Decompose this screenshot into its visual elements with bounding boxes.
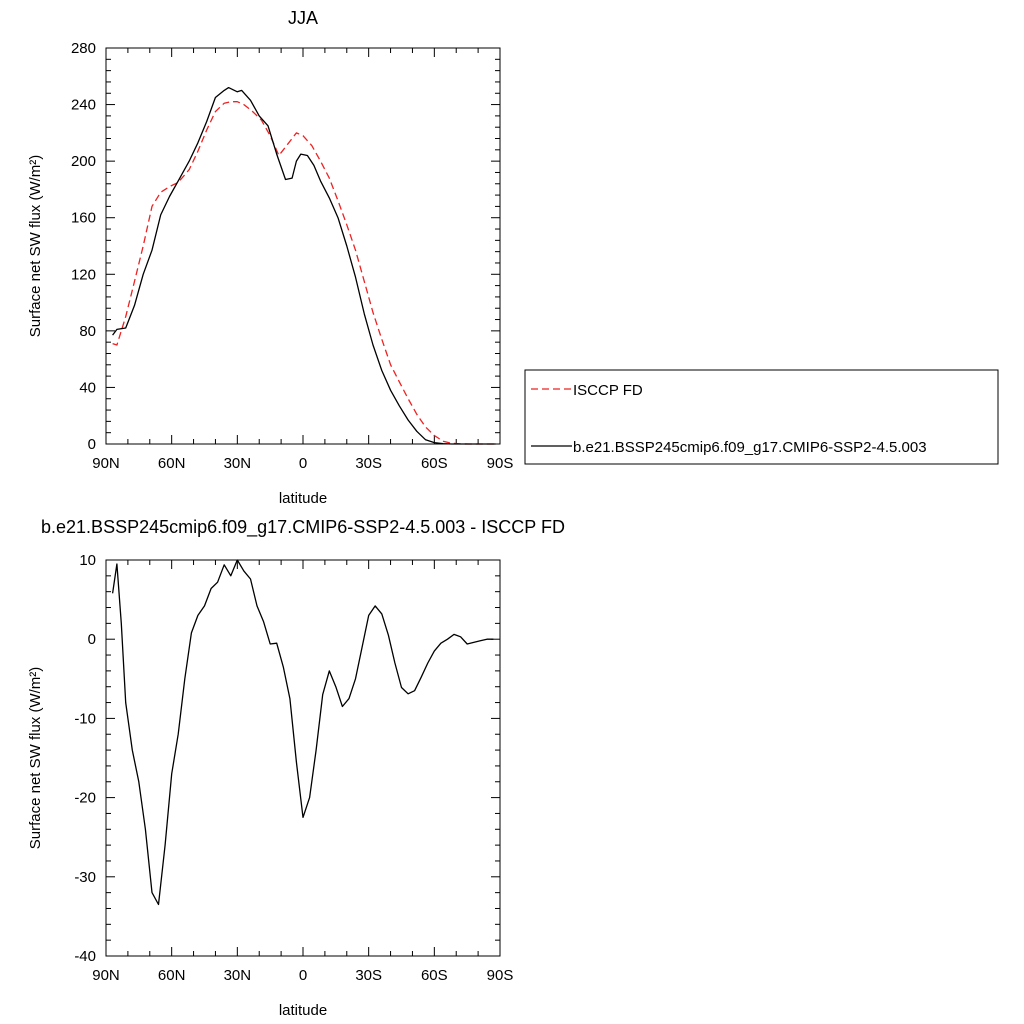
bottom-series-line-0	[111, 559, 494, 906]
top-ytick-label: 40	[79, 379, 96, 396]
top-ytick-label: 200	[71, 153, 96, 170]
bottom-xtick-label: 90N	[92, 967, 120, 984]
bottom-chart-title: b.e21.BSSP245cmip6.f09_g17.CMIP6-SSP2-4.…	[41, 517, 565, 538]
legend-label-isccp: ISCCP FD	[573, 382, 643, 399]
top-ytick-label: 160	[71, 210, 96, 227]
bottom-xtick-label: 60S	[421, 967, 448, 984]
bottom-ytick-label: 0	[88, 631, 96, 648]
bottom-xtick-label: 30N	[224, 967, 252, 984]
top-x-axis-label: latitude	[279, 490, 327, 507]
top-xtick-label: 60N	[158, 455, 186, 472]
top-ytick-label: 280	[71, 40, 96, 57]
bottom-xtick-label: 60N	[158, 967, 186, 984]
top-xtick-label: 30N	[224, 455, 252, 472]
top-xtick-label: 90S	[487, 455, 514, 472]
bottom-ytick-label: -30	[74, 869, 96, 886]
top-ytick-label: 240	[71, 97, 96, 114]
top-plot-frame	[105, 47, 501, 445]
top-ytick-label: 80	[79, 323, 96, 340]
top-ytick-label: 0	[88, 436, 96, 453]
bottom-plot-frame	[105, 559, 501, 957]
bottom-y-axis-label: Surface net SW flux (W/m²)	[27, 667, 44, 850]
legend-label-model: b.e21.BSSP245cmip6.f09_g17.CMIP6-SSP2-4.…	[573, 439, 927, 456]
bottom-ytick-label: -10	[74, 710, 96, 727]
bottom-panel: b.e21.BSSP245cmip6.f09_g17.CMIP6-SSP2-4.…	[27, 517, 565, 1019]
bottom-x-axis-label: latitude	[279, 1002, 327, 1019]
top-chart-title: JJA	[288, 8, 318, 28]
top-xtick-label: 90N	[92, 455, 120, 472]
bottom-ytick-label: 10	[79, 552, 96, 569]
top-ytick-label: 120	[71, 266, 96, 283]
top-xtick-label: 60S	[421, 455, 448, 472]
legend: ISCCP FD b.e21.BSSP245cmip6.f09_g17.CMIP…	[524, 369, 999, 465]
legend-box	[524, 369, 999, 465]
top-series-group	[112, 86, 496, 445]
top-xtick-label: 30S	[355, 455, 382, 472]
bottom-ytick-label: -20	[74, 790, 96, 807]
bottom-xtick-label: 30S	[355, 967, 382, 984]
top-series-line-0	[112, 101, 496, 445]
bottom-ticks: 90N 60N 30N 0 30S 60S 90S -40 -30 -20 -10 0 10	[74, 552, 513, 984]
top-xtick-label: 0	[299, 455, 307, 472]
top-y-axis-label: Surface net SW flux (W/m²)	[27, 155, 44, 338]
bottom-xtick-label: 90S	[487, 967, 514, 984]
top-ticks: 90N 60N 30N 0 30S 60S 90S 0 40 80 120 160 200 240 280	[71, 40, 513, 472]
bottom-series-group	[111, 559, 494, 906]
bottom-xtick-label: 0	[299, 967, 307, 984]
top-series-line-1	[112, 86, 496, 445]
top-panel: JJA 90N 60N 30N 0 30S 60S 90S 0 40 80 120 160 200 240…	[27, 8, 513, 507]
bottom-ytick-label: -40	[74, 948, 96, 965]
